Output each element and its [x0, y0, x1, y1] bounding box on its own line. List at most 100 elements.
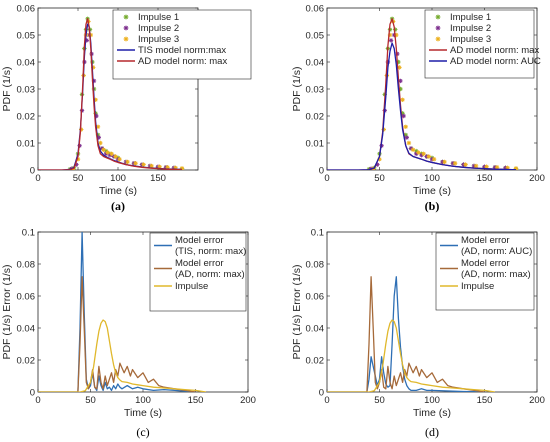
- panel-c: 0 50 100 150 200 0 0.02 0.04 0.06 0.08 0.1 Time (s)…: [1, 227, 256, 439]
- data-point: [125, 159, 130, 165]
- x-tick-label: 50: [73, 173, 84, 184]
- data-point: [157, 164, 162, 169]
- x-tick-label: 200: [240, 395, 256, 406]
- x-tick-label: 150: [188, 395, 204, 406]
- data-point: [113, 154, 118, 159]
- x-tick-label: 100: [424, 395, 440, 406]
- y-tick-label: 0.02: [17, 111, 36, 122]
- data-point: [398, 78, 403, 84]
- data-point: [74, 162, 79, 167]
- data-point: [513, 166, 519, 170]
- legend: Model error(AD, norm: AUC)Model error(AD…: [435, 232, 535, 311]
- data-point: [404, 135, 409, 140]
- legend-label: Impulse 1: [138, 12, 179, 23]
- data-point: [173, 165, 178, 170]
- data-point: [109, 151, 114, 156]
- y-tick-label: 0.04: [306, 323, 325, 334]
- data-point: [395, 51, 400, 57]
- y-tick-label: 0.04: [17, 323, 36, 334]
- legend-marker: [435, 36, 441, 42]
- y-tick-label: 0.08: [17, 259, 36, 270]
- data-point: [393, 27, 398, 32]
- legend-marker: [435, 14, 441, 20]
- legend-label: Model error: [175, 258, 224, 269]
- data-point: [141, 162, 146, 167]
- data-point: [101, 147, 106, 152]
- legend-marker: [123, 36, 129, 42]
- x-tick-label: 50: [374, 173, 385, 184]
- data-point: [93, 97, 98, 102]
- panel-a: 0 50 100 150 0 0.01 0.02 0.03 0.04 0.05 0.06 Time (…: [1, 3, 252, 213]
- y-tick-label: 0.06: [17, 291, 36, 302]
- data-layer: [38, 232, 207, 392]
- y-tick-label: 0.03: [17, 84, 36, 95]
- x-axis-label: Time (s): [124, 407, 162, 419]
- x-tick-label: 100: [110, 173, 126, 184]
- data-point: [505, 165, 510, 170]
- series-line: [38, 18, 183, 170]
- data-point: [75, 157, 81, 162]
- x-axis-label: Time (s): [413, 407, 451, 419]
- legend-label: AD model norm: AUC: [450, 56, 541, 67]
- data-layer: [38, 16, 185, 170]
- data-point: [400, 97, 405, 102]
- data-point: [91, 65, 96, 70]
- data-point: [403, 132, 408, 138]
- x-tick-label: 0: [35, 173, 40, 184]
- x-tick-label: 50: [85, 395, 96, 406]
- data-point: [79, 127, 84, 132]
- x-tick-label: 150: [477, 173, 493, 184]
- y-tick-label: 0.02: [306, 355, 325, 366]
- series-line: [38, 319, 207, 392]
- y-tick-label: 0.04: [17, 57, 36, 68]
- data-point: [494, 165, 500, 170]
- data-point: [394, 32, 399, 38]
- x-tick-label: 200: [529, 395, 545, 406]
- data-point: [398, 86, 403, 92]
- data-point: [408, 146, 414, 151]
- legend-marker: [123, 25, 129, 31]
- y-axis-label: PDF (1/s): [291, 67, 303, 112]
- panel-label: (c): [136, 425, 149, 439]
- legend-label: Model error: [175, 235, 224, 246]
- data-point: [387, 32, 393, 38]
- legend-label: Model error: [461, 235, 510, 246]
- data-point: [400, 111, 405, 116]
- panel-label: (d): [425, 425, 439, 439]
- x-tick-label: 50: [374, 395, 385, 406]
- legend: Model error(TIS, norm: max)Model error(A…: [149, 232, 247, 312]
- legend-label: Impulse: [461, 281, 494, 292]
- panel-label: (b): [425, 199, 440, 213]
- y-tick-label: 0.01: [306, 138, 325, 149]
- x-tick-label: 0: [324, 173, 329, 184]
- data-point: [117, 157, 122, 162]
- data-point: [403, 124, 408, 129]
- data-point: [149, 163, 154, 169]
- y-tick-label: 0.06: [17, 3, 36, 14]
- legend-label: (TIS, norm: max): [175, 246, 246, 257]
- x-axis-label: Time (s): [413, 185, 451, 197]
- legend-box: [424, 9, 535, 79]
- panel-d: 0 50 100 150 200 0 0.02 0.04 0.06 0.08 0.1 Time (s)…: [291, 227, 545, 439]
- y-tick-label: 0.05: [17, 30, 36, 41]
- x-tick-label: 150: [477, 395, 493, 406]
- data-point: [397, 65, 402, 70]
- data-point: [406, 140, 412, 146]
- legend-label: AD model norm: max: [450, 45, 539, 56]
- data-point: [95, 124, 101, 129]
- y-tick-label: 0.1: [311, 227, 324, 238]
- legend-label: Impulse 3: [450, 34, 491, 45]
- data-point: [414, 148, 419, 154]
- legend-marker: [435, 25, 441, 31]
- data-point: [414, 151, 419, 156]
- y-axis-label: PDF (1/s) Error (1/s): [1, 264, 13, 359]
- y-tick-label: 0: [319, 165, 324, 176]
- data-point: [88, 32, 93, 38]
- data-point: [388, 38, 394, 43]
- x-tick-label: 100: [424, 173, 440, 184]
- y-tick-label: 0.05: [306, 30, 325, 41]
- series-line: [327, 319, 496, 392]
